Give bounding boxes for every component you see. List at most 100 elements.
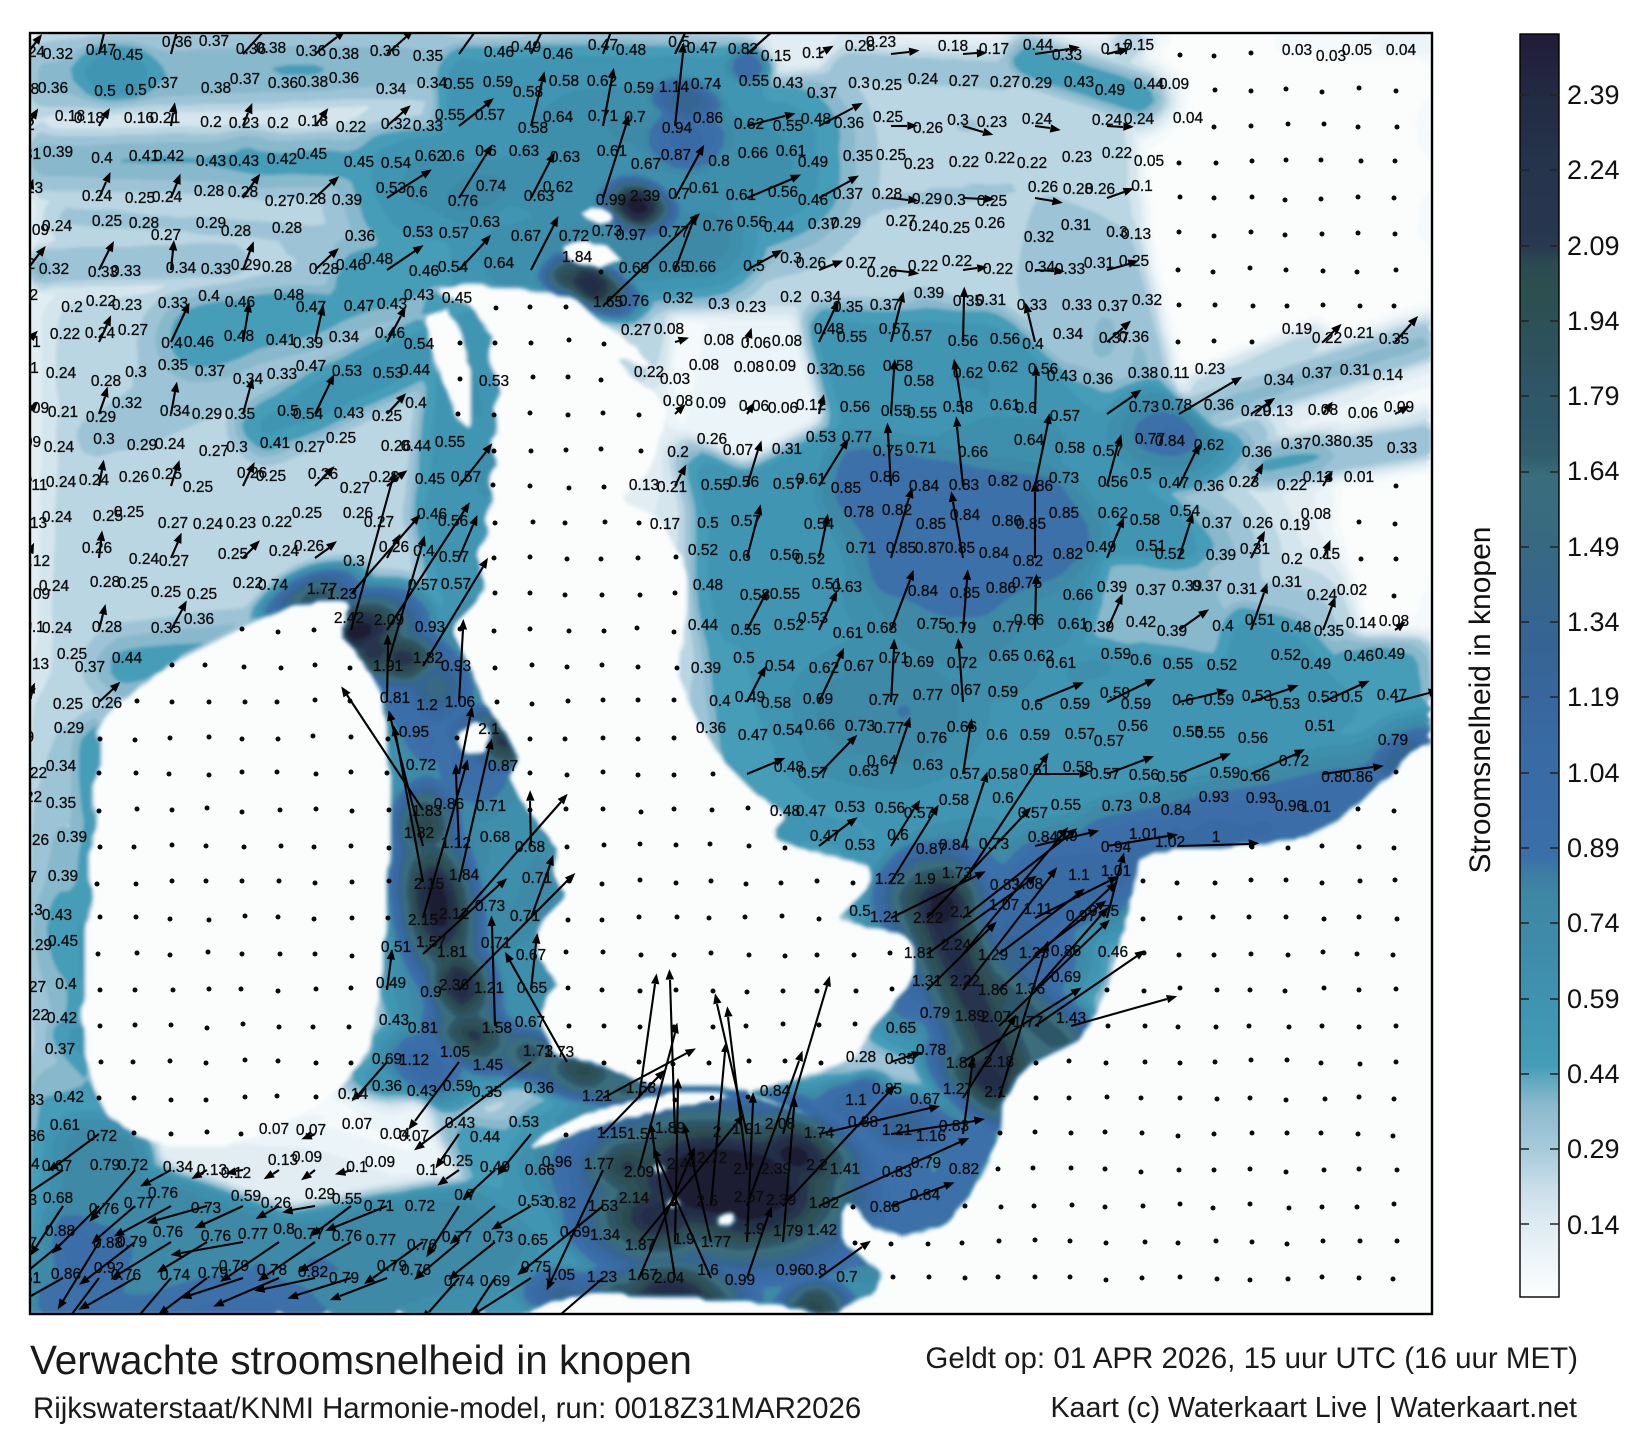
svg-text:0.78: 0.78 — [916, 1042, 946, 1059]
svg-text:0.6: 0.6 — [406, 184, 428, 201]
svg-text:0.65: 0.65 — [886, 1020, 916, 1037]
svg-text:0.56: 0.56 — [768, 184, 798, 201]
svg-text:0.46: 0.46 — [417, 506, 447, 523]
svg-text:0.39: 0.39 — [1206, 547, 1236, 564]
svg-text:0.56: 0.56 — [948, 333, 978, 350]
svg-text:1.73: 1.73 — [942, 865, 972, 882]
svg-text:0.59: 0.59 — [231, 1188, 261, 1205]
svg-text:0.25: 0.25 — [93, 508, 123, 525]
svg-text:0.37: 0.37 — [45, 1041, 75, 1058]
svg-text:0.64: 0.64 — [543, 109, 574, 126]
svg-text:0.4: 0.4 — [413, 543, 435, 560]
svg-text:0.28: 0.28 — [91, 373, 121, 390]
svg-text:0.7: 0.7 — [624, 109, 646, 126]
svg-text:0.39: 0.39 — [57, 829, 87, 846]
svg-text:0.39: 0.39 — [293, 335, 323, 352]
svg-text:0.48: 0.48 — [363, 251, 393, 268]
svg-text:0.28: 0.28 — [92, 619, 122, 636]
svg-text:0.85: 0.85 — [945, 540, 975, 557]
svg-text:0.23: 0.23 — [904, 156, 934, 173]
svg-text:0.65: 0.65 — [989, 648, 1019, 665]
svg-text:0.4: 0.4 — [91, 150, 113, 167]
svg-text:0.76: 0.76 — [917, 730, 947, 747]
svg-text:0.75: 0.75 — [873, 443, 903, 460]
svg-text:0.29: 0.29 — [912, 191, 942, 208]
svg-text:0.36: 0.36 — [268, 75, 298, 92]
svg-text:2: 2 — [713, 1124, 722, 1141]
svg-text:0.73: 0.73 — [1129, 399, 1159, 416]
svg-text:0.13: 0.13 — [19, 656, 49, 673]
svg-text:0.53: 0.53 — [1270, 696, 1300, 713]
svg-text:0.1: 0.1 — [802, 45, 824, 62]
svg-text:0.77: 0.77 — [442, 1229, 472, 1246]
svg-text:0.73: 0.73 — [979, 836, 1009, 853]
svg-text:0.42: 0.42 — [154, 148, 184, 165]
svg-text:0.68: 0.68 — [867, 620, 897, 637]
svg-text:0.22: 0.22 — [985, 150, 1015, 167]
svg-text:0.74: 0.74 — [476, 178, 507, 195]
svg-text:0.23: 0.23 — [736, 299, 766, 316]
svg-text:1.84: 1.84 — [562, 249, 593, 266]
svg-text:0.13: 0.13 — [1263, 403, 1293, 420]
svg-text:0.35: 0.35 — [225, 406, 255, 423]
svg-text:1.05: 1.05 — [545, 1267, 575, 1284]
svg-text:0.07: 0.07 — [399, 1128, 429, 1145]
svg-text:0.79: 0.79 — [329, 1270, 359, 1287]
svg-text:0.57: 0.57 — [1050, 408, 1080, 425]
svg-text:0.75: 0.75 — [521, 1259, 551, 1276]
svg-text:0.63: 0.63 — [913, 757, 943, 774]
svg-text:0.49: 0.49 — [1375, 646, 1405, 663]
svg-text:0.59: 0.59 — [1210, 765, 1240, 782]
svg-text:0.17: 0.17 — [979, 41, 1009, 58]
svg-text:0.85: 0.85 — [916, 516, 946, 533]
svg-text:0.08: 0.08 — [704, 332, 734, 349]
svg-text:0.31: 0.31 — [1084, 255, 1114, 272]
svg-text:0.47: 0.47 — [796, 803, 826, 820]
svg-text:0.27: 0.27 — [886, 213, 916, 230]
svg-text:0.75: 0.75 — [1012, 575, 1042, 592]
svg-text:1.77: 1.77 — [1013, 1014, 1043, 1031]
svg-text:0.77: 0.77 — [869, 692, 899, 709]
svg-text:0.13: 0.13 — [1303, 469, 1333, 486]
svg-text:0.28: 0.28 — [129, 215, 159, 232]
svg-text:0.75: 0.75 — [917, 616, 947, 633]
svg-text:0.62: 0.62 — [543, 179, 573, 196]
svg-text:1.14: 1.14 — [659, 79, 690, 96]
svg-text:0.4: 0.4 — [405, 395, 427, 412]
svg-text:0.24: 0.24 — [908, 71, 939, 88]
svg-text:0.28: 0.28 — [309, 261, 339, 278]
svg-text:0.37: 0.37 — [199, 33, 229, 50]
svg-text:0.67: 0.67 — [844, 658, 874, 675]
svg-text:0.29: 0.29 — [127, 437, 157, 454]
svg-text:0.29: 0.29 — [54, 720, 84, 737]
svg-text:1.81: 1.81 — [904, 945, 934, 962]
svg-text:0.44: 0.44 — [1134, 76, 1165, 93]
svg-text:0.72: 0.72 — [405, 1198, 435, 1215]
svg-text:0.28: 0.28 — [90, 574, 120, 591]
svg-text:0.49: 0.49 — [1086, 539, 1116, 556]
svg-text:0.86: 0.86 — [1023, 478, 1053, 495]
svg-text:0.34: 0.34 — [166, 260, 197, 277]
svg-text:0.04: 0.04 — [1386, 42, 1417, 59]
svg-text:0.14: 0.14 — [1373, 367, 1404, 384]
svg-text:1.05: 1.05 — [440, 1044, 470, 1061]
svg-text:0.36: 0.36 — [1083, 371, 1113, 388]
svg-text:0.84: 0.84 — [760, 1083, 791, 1100]
svg-text:0.53: 0.53 — [806, 429, 836, 446]
svg-text:0.59: 0.59 — [1204, 692, 1234, 709]
svg-text:0.45: 0.45 — [442, 290, 472, 307]
svg-text:1.21: 1.21 — [882, 1122, 912, 1139]
svg-text:0.25: 0.25 — [872, 77, 902, 94]
svg-text:0.75: 0.75 — [1089, 903, 1119, 920]
svg-text:0.51: 0.51 — [1136, 538, 1166, 555]
svg-text:0.36: 0.36 — [834, 115, 864, 132]
svg-text:0.37: 0.37 — [1192, 578, 1222, 595]
svg-text:0.74: 0.74 — [444, 1273, 475, 1290]
svg-text:0.63: 0.63 — [849, 763, 879, 780]
svg-text:0.84: 0.84 — [909, 478, 940, 495]
svg-text:0.5: 0.5 — [277, 403, 299, 420]
svg-text:0.82: 0.82 — [949, 1161, 979, 1178]
svg-text:0.61: 0.61 — [689, 180, 719, 197]
svg-text:0.42: 0.42 — [1126, 614, 1156, 631]
svg-text:0.84: 0.84 — [1028, 829, 1059, 846]
